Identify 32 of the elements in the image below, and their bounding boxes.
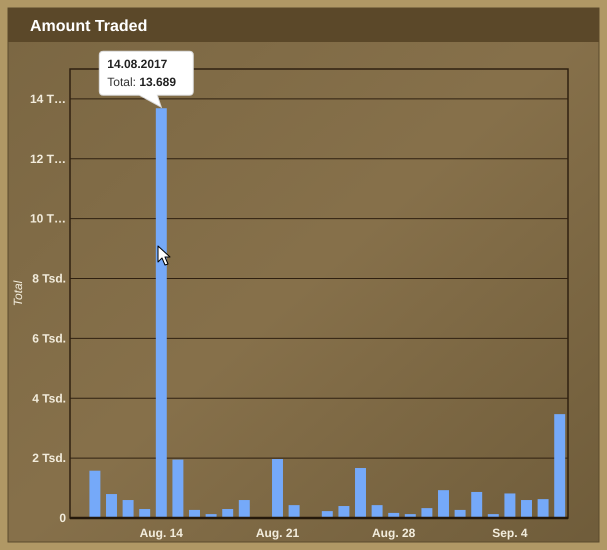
x-tick-label: Aug. 21 <box>256 526 300 540</box>
bar <box>471 492 482 518</box>
x-tick-label: Aug. 28 <box>372 526 416 540</box>
bar <box>521 500 532 518</box>
bar <box>272 459 283 518</box>
bar <box>122 500 134 518</box>
bar <box>89 470 100 518</box>
bar <box>372 505 383 518</box>
y-tick-label: 6 Tsd. <box>32 331 66 346</box>
y-tick-label: 14 T… <box>30 92 66 106</box>
bar <box>538 499 549 518</box>
bar <box>504 493 516 518</box>
bar <box>288 505 300 518</box>
bar <box>438 490 449 518</box>
y-tick-label: 12 T… <box>30 152 66 166</box>
bar <box>338 506 350 518</box>
x-tick-label: Aug. 14 <box>140 526 184 540</box>
bar <box>106 494 117 518</box>
y-tick-label: 0 <box>59 511 66 525</box>
y-tick-label: 8 Tsd. <box>32 272 66 286</box>
x-tick-label: Sep. 4 <box>492 526 528 540</box>
bar <box>355 468 366 518</box>
bar <box>421 508 432 518</box>
y-tick-label: 10 T… <box>30 212 66 226</box>
bar <box>238 500 250 518</box>
y-axis-title: Total <box>11 280 25 306</box>
y-tick-label: 2 Tsd. <box>32 451 66 466</box>
chart-title: Amount Traded <box>30 18 148 35</box>
bar <box>172 460 184 518</box>
annotation: 14.08.2017 Total: 13.689 <box>107 57 176 90</box>
bar <box>554 414 566 518</box>
y-tick-label: 4 Tsd. <box>32 391 66 406</box>
